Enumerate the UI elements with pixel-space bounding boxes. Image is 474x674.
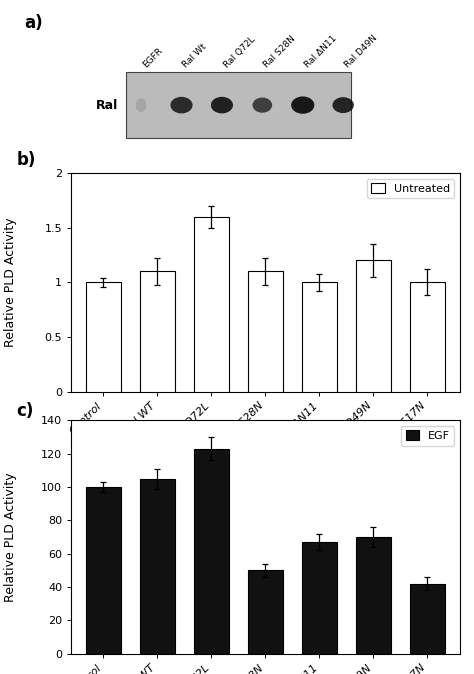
- Text: Ral S28N: Ral S28N: [262, 34, 298, 70]
- Y-axis label: Relative PLD Activity: Relative PLD Activity: [4, 472, 17, 602]
- Bar: [356, 537, 391, 654]
- Text: Ral: Ral: [95, 98, 118, 112]
- FancyBboxPatch shape: [126, 72, 351, 138]
- Text: Ral D49N: Ral D49N: [343, 34, 379, 70]
- Legend: Untreated: Untreated: [367, 179, 454, 198]
- Y-axis label: Relative PLD Activity: Relative PLD Activity: [4, 218, 17, 347]
- Bar: [410, 584, 445, 654]
- Bar: [194, 217, 229, 392]
- Legend: EGF: EGF: [401, 426, 454, 446]
- Ellipse shape: [136, 98, 146, 112]
- Ellipse shape: [253, 98, 272, 113]
- Text: EGFR: EGFR: [141, 47, 164, 70]
- Text: b): b): [17, 151, 36, 169]
- Text: Ral ΔN11: Ral ΔN11: [303, 34, 338, 70]
- Ellipse shape: [171, 97, 192, 113]
- Bar: [410, 282, 445, 392]
- Bar: [140, 479, 175, 654]
- Bar: [302, 542, 337, 654]
- Bar: [248, 272, 283, 392]
- Text: Ral Wt: Ral Wt: [182, 42, 209, 70]
- Bar: [302, 282, 337, 392]
- Bar: [248, 570, 283, 654]
- Ellipse shape: [211, 97, 233, 113]
- Bar: [140, 272, 175, 392]
- Ellipse shape: [332, 97, 354, 113]
- Text: a): a): [25, 14, 43, 32]
- Bar: [86, 487, 121, 654]
- Bar: [356, 260, 391, 392]
- Ellipse shape: [291, 96, 314, 114]
- Text: c): c): [17, 402, 34, 420]
- Text: Ral Q72L: Ral Q72L: [222, 35, 257, 70]
- Bar: [86, 282, 121, 392]
- Bar: [194, 449, 229, 654]
